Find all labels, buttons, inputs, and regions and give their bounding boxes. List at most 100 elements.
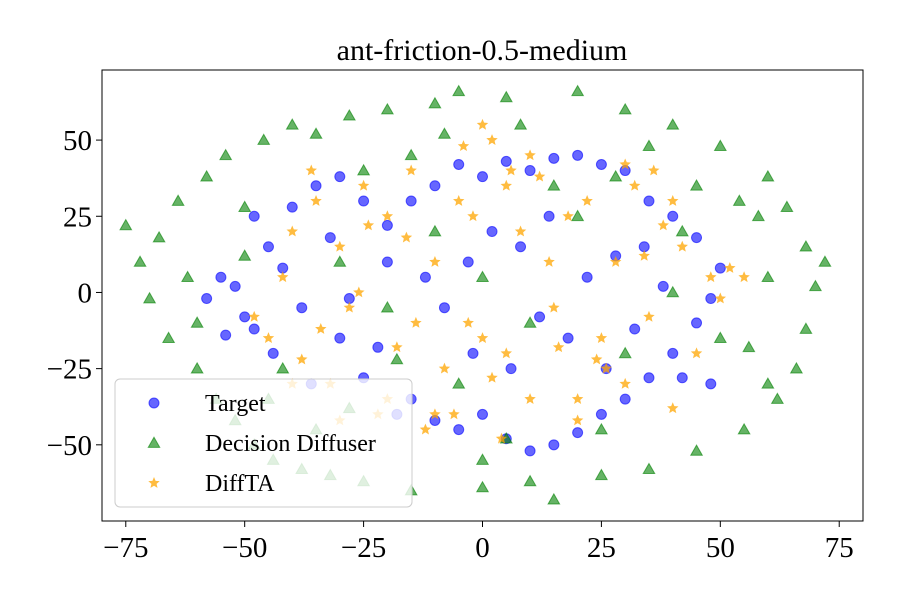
data-point: [523, 474, 537, 487]
data-point: [594, 468, 609, 481]
data-point: [524, 445, 536, 457]
data-point: [239, 311, 251, 323]
data-point: [448, 408, 460, 420]
data-point: [667, 402, 679, 414]
data-point: [548, 439, 560, 451]
y-tick-label: 50: [63, 125, 92, 157]
y-tick-label: 0: [78, 277, 93, 309]
data-point: [400, 231, 413, 243]
data-point: [334, 332, 346, 344]
data-point: [453, 195, 465, 206]
data-point: [334, 240, 346, 252]
series-target: [201, 149, 726, 457]
legend-box: [114, 378, 413, 508]
data-point: [362, 219, 375, 231]
data-point: [248, 310, 260, 322]
data-point: [119, 218, 133, 231]
data-point: [190, 316, 204, 328]
data-point: [533, 170, 546, 182]
data-point: [381, 256, 393, 268]
data-point: [547, 492, 561, 505]
data-point: [200, 169, 214, 182]
data-point: [713, 139, 727, 151]
data-point: [548, 152, 560, 164]
data-point: [475, 453, 490, 465]
data-point: [751, 209, 765, 222]
data-point: [410, 316, 422, 328]
data-point: [562, 210, 574, 222]
data-point: [296, 353, 308, 365]
data-point: [571, 84, 585, 97]
data-point: [738, 271, 750, 283]
x-tick-label: 50: [706, 532, 735, 564]
data-point: [657, 280, 669, 292]
data-point: [505, 164, 517, 176]
legend-label: Decision Diffuser: [205, 431, 376, 457]
data-point: [476, 332, 489, 344]
data-point: [524, 165, 536, 177]
data-point: [391, 341, 403, 353]
data-point: [500, 179, 512, 191]
data-point: [201, 293, 213, 305]
data-point: [714, 262, 726, 274]
data-point: [618, 102, 632, 115]
data-point: [643, 310, 655, 322]
data-point: [343, 301, 356, 313]
data-point: [552, 341, 565, 353]
data-point: [523, 316, 537, 328]
data-point: [666, 118, 680, 130]
data-point: [691, 232, 703, 244]
data-point: [572, 427, 584, 439]
x-axis: −75 −50 −25 0 25 50 75: [103, 521, 854, 564]
data-point: [594, 422, 609, 435]
data-point: [690, 347, 703, 359]
data-point: [808, 279, 823, 292]
data-point: [238, 200, 252, 212]
data-point: [453, 158, 465, 170]
data-point: [419, 271, 431, 283]
data-point: [590, 353, 603, 365]
data-point: [676, 372, 688, 384]
data-point: [453, 424, 465, 436]
data-point: [286, 225, 298, 237]
data-point: [405, 195, 417, 207]
data-point: [452, 84, 466, 97]
chart-title-text: ant-friction-0.5-medium: [337, 34, 628, 67]
data-point: [324, 232, 336, 244]
data-point: [309, 127, 323, 139]
data-point: [277, 271, 289, 283]
data-point: [262, 332, 275, 344]
data-point: [514, 225, 527, 237]
data-point: [285, 118, 299, 130]
data-point: [477, 408, 488, 420]
data-point: [381, 210, 394, 222]
data-point: [705, 293, 717, 305]
data-point: [761, 270, 775, 283]
legend: Target Decision Diffuser DiffTA: [114, 378, 413, 508]
data-point: [257, 133, 271, 145]
data-point: [689, 444, 704, 456]
data-point: [770, 392, 784, 404]
data-point: [428, 96, 442, 109]
data-point: [372, 341, 384, 353]
legend-marker: [147, 436, 161, 448]
data-point: [220, 329, 232, 341]
data-point: [171, 194, 185, 206]
data-point: [789, 361, 804, 374]
data-point: [405, 164, 417, 176]
data-point: [429, 180, 441, 192]
data-point: [548, 301, 560, 313]
data-point: [342, 108, 356, 121]
x-tick-label: 75: [825, 532, 854, 564]
data-point: [267, 347, 279, 359]
data-point: [477, 171, 488, 183]
x-tick-label: −25: [341, 532, 386, 564]
data-point: [667, 347, 679, 359]
data-point: [161, 331, 176, 343]
data-point: [419, 423, 432, 435]
data-point: [818, 255, 832, 267]
data-point: [334, 171, 346, 183]
data-point: [732, 194, 746, 206]
data-point: [643, 372, 655, 384]
